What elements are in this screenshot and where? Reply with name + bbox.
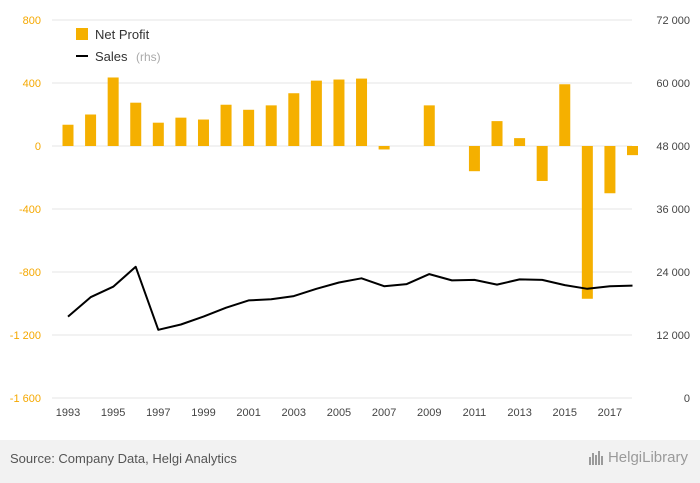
net-profit-bar-2014	[536, 146, 548, 181]
net-profit-bar-2000	[220, 104, 232, 146]
legend-label-sales-text: Sales	[95, 49, 128, 64]
library-icon	[588, 450, 603, 465]
footer: Source: Company Data, Helgi Analytics He…	[0, 440, 700, 483]
x-tick-label: 2017	[598, 407, 622, 419]
source-note: Source: Company Data, Helgi Analytics	[10, 451, 237, 466]
net-profit-bars	[62, 77, 638, 299]
right-tick-label: 48 000	[656, 141, 690, 153]
net-profit-bar-2007	[378, 146, 390, 150]
net-profit-bar-2016	[581, 146, 593, 299]
legend-label-sales-suffix: (rhs)	[136, 50, 161, 64]
net-profit-bar-2013	[514, 138, 526, 146]
x-tick-label: 2013	[507, 407, 531, 419]
net-profit-bar-2018	[627, 146, 638, 156]
right-tick-label: 36 000	[656, 204, 690, 216]
legend: Net Profit Sales (rhs)	[76, 27, 161, 65]
right-tick-label: 24 000	[656, 267, 690, 279]
left-tick-label: 0	[35, 141, 41, 153]
left-tick-label: 800	[23, 15, 41, 27]
legend-label-net-profit: Net Profit	[95, 27, 150, 42]
net-profit-bar-1997	[152, 122, 164, 146]
x-tick-label: 2015	[553, 407, 577, 419]
brand-name: HelgiLibrary	[607, 449, 688, 466]
x-tick-label: 1999	[191, 407, 215, 419]
brand-logo[interactable]: HelgiLibrary	[588, 449, 688, 466]
net-profit-bar-2009	[423, 105, 435, 146]
x-tick-label: 2001	[236, 407, 260, 419]
net-profit-bar-2012	[491, 121, 503, 146]
x-axis: 1993 1995 1997 1999 2001 2003 2005 2007 2009 2011…	[56, 407, 622, 419]
gridlines	[52, 19, 632, 399]
net-profit-bar-2017	[604, 146, 616, 194]
net-profit-bar-2003	[288, 93, 300, 146]
right-tick-label: 0	[684, 393, 690, 405]
x-tick-label: 2003	[282, 407, 306, 419]
legend-label-sales: Sales (rhs)	[95, 48, 161, 65]
net-profit-bar-1995	[107, 77, 119, 146]
x-tick-label: 2011	[463, 407, 487, 419]
net-profit-bar-2005	[333, 79, 345, 146]
x-tick-label: 2009	[417, 407, 441, 419]
net-profit-bar-1993	[62, 124, 74, 146]
right-tick-label: 72 000	[656, 15, 690, 27]
left-tick-label: -400	[19, 204, 41, 216]
net-profit-bar-2004	[310, 80, 322, 146]
x-tick-label: 1993	[56, 407, 80, 419]
legend-swatch-net-profit	[76, 28, 88, 40]
net-profit-bar-1998	[175, 117, 187, 146]
x-tick-label: 2005	[327, 407, 351, 419]
sales-line-group	[67, 265, 633, 331]
net-profit-bar-2002	[265, 105, 277, 146]
net-profit-bar-1994	[85, 114, 97, 146]
x-tick-label: 1995	[101, 407, 125, 419]
left-tick-label: 400	[23, 78, 41, 90]
net-profit-bar-2006	[356, 78, 368, 146]
left-tick-label: -1 200	[10, 330, 41, 342]
left-tick-label: -1 600	[10, 393, 41, 405]
net-profit-bar-2011	[468, 146, 480, 172]
sales-line	[67, 265, 633, 331]
net-profit-bar-2015	[559, 84, 571, 146]
right-tick-label: 60 000	[656, 78, 690, 90]
x-tick-label: 2007	[372, 407, 396, 419]
net-profit-bar-2001	[243, 109, 255, 146]
x-tick-label: 1997	[146, 407, 170, 419]
net-profit-bar-1996	[130, 102, 142, 146]
left-axis: 800 400 0 -400 -800 -1 200 -1 600	[10, 15, 41, 405]
right-tick-label: 12 000	[656, 330, 690, 342]
left-tick-label: -800	[19, 267, 41, 279]
net-profit-bar-1999	[197, 119, 209, 146]
right-axis: 72 000 60 000 48 000 36 000 24 000 12 000 0	[656, 15, 690, 405]
